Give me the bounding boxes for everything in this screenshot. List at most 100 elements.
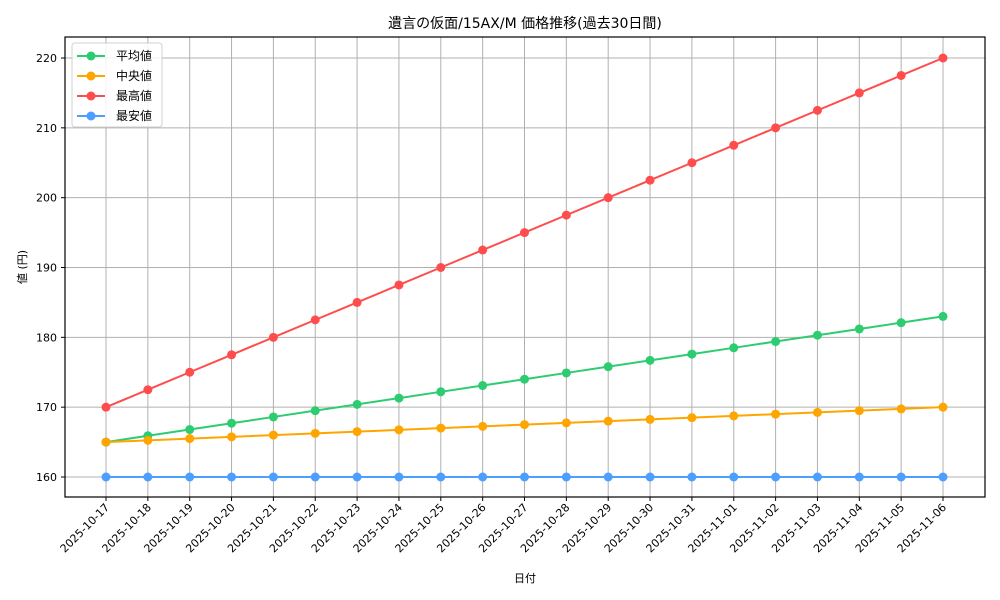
data-point: [854, 472, 864, 482]
data-point: [310, 315, 320, 325]
data-point: [561, 472, 571, 482]
data-point: [436, 423, 446, 433]
y-tick-label: 170: [36, 401, 57, 414]
data-point: [227, 472, 237, 482]
series-中央値: [101, 402, 948, 447]
data-point: [729, 343, 739, 353]
data-point: [352, 427, 362, 437]
data-point: [478, 245, 488, 255]
data-point: [268, 332, 278, 342]
x-axis-ticks: 2025-10-172025-10-182025-10-192025-10-20…: [58, 497, 949, 555]
legend-marker-icon: [86, 91, 96, 101]
data-point: [436, 387, 446, 397]
data-point: [645, 355, 655, 365]
data-point: [896, 472, 906, 482]
data-point: [729, 140, 739, 150]
y-tick-label: 210: [36, 122, 57, 135]
data-point: [394, 393, 404, 403]
data-point: [394, 425, 404, 435]
series-lines: [101, 53, 948, 482]
data-point: [645, 175, 655, 185]
chart-title: 遺言の仮面/15AX/M 価格推移(過去30日間): [388, 16, 662, 32]
data-point: [938, 472, 948, 482]
data-point: [352, 297, 362, 307]
data-point: [310, 428, 320, 438]
data-point: [227, 350, 237, 360]
data-point: [436, 263, 446, 272]
data-point: [394, 280, 404, 290]
data-point: [143, 472, 153, 482]
data-point: [938, 311, 948, 321]
data-point: [729, 411, 739, 421]
legend-label: 平均値: [116, 48, 152, 63]
data-point: [561, 210, 571, 220]
legend-marker-icon: [86, 71, 96, 81]
data-point: [520, 420, 529, 430]
data-point: [478, 381, 488, 391]
data-point: [687, 349, 697, 359]
data-point: [687, 413, 697, 423]
series-最高値: [101, 53, 948, 412]
data-point: [352, 399, 362, 409]
y-tick-label: 220: [36, 52, 57, 65]
data-point: [436, 472, 446, 482]
legend-item: 中央値: [77, 68, 152, 83]
data-point: [394, 472, 404, 482]
data-point: [268, 472, 278, 482]
data-point: [185, 425, 195, 435]
data-point: [896, 318, 906, 328]
legend-label: 最高値: [116, 88, 152, 103]
data-point: [687, 158, 697, 168]
data-point: [101, 472, 111, 482]
data-point: [854, 88, 864, 98]
data-point: [268, 412, 278, 422]
data-point: [520, 374, 529, 384]
data-point: [227, 418, 237, 428]
data-point: [854, 406, 864, 416]
legend-label: 最安値: [116, 108, 152, 123]
data-point: [478, 472, 488, 482]
data-point: [185, 434, 195, 444]
data-point: [561, 368, 571, 378]
data-point: [687, 472, 697, 482]
data-point: [520, 472, 529, 482]
legend-label: 中央値: [116, 68, 152, 83]
data-point: [812, 105, 822, 115]
data-point: [896, 70, 906, 80]
data-point: [603, 362, 613, 372]
y-tick-label: 160: [36, 471, 57, 484]
data-point: [771, 472, 781, 482]
data-point: [310, 472, 320, 482]
legend-item: 平均値: [77, 48, 152, 63]
legend-item: 最高値: [77, 88, 152, 103]
y-axis-label: 値 (円): [16, 250, 29, 284]
data-point: [771, 123, 781, 133]
data-point: [938, 53, 948, 63]
series-平均値: [101, 311, 948, 447]
data-point: [771, 337, 781, 347]
data-point: [812, 472, 822, 482]
data-point: [143, 435, 153, 445]
data-point: [268, 430, 278, 440]
y-tick-label: 190: [36, 262, 57, 275]
data-point: [603, 472, 613, 482]
x-axis-label: 日付: [514, 572, 536, 585]
data-point: [812, 407, 822, 417]
data-point: [520, 228, 529, 238]
series-最安値: [101, 472, 948, 482]
data-point: [896, 404, 906, 414]
legend-item: 最安値: [77, 108, 152, 123]
data-point: [185, 472, 195, 482]
legend-marker-icon: [86, 51, 96, 61]
data-point: [352, 472, 362, 482]
legend-marker-icon: [86, 111, 96, 121]
data-point: [185, 367, 195, 377]
data-point: [143, 385, 153, 395]
data-point: [603, 193, 613, 203]
data-point: [101, 437, 111, 447]
y-tick-label: 200: [36, 192, 57, 205]
data-point: [645, 472, 655, 482]
data-point: [771, 409, 781, 419]
